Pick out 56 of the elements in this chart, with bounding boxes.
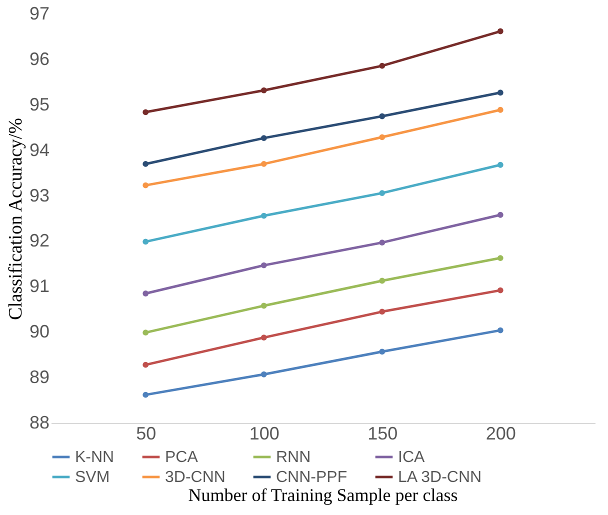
point bbox=[142, 362, 149, 368]
legend-label: SVM bbox=[75, 469, 110, 486]
point bbox=[142, 238, 149, 245]
point bbox=[379, 240, 386, 246]
y-tick-label: 91 bbox=[29, 276, 50, 296]
y-tick-label: 92 bbox=[29, 230, 50, 251]
point bbox=[142, 330, 149, 336]
point bbox=[379, 308, 386, 315]
x-tick-label: 50 bbox=[136, 424, 156, 444]
point bbox=[142, 392, 149, 398]
point bbox=[142, 182, 149, 188]
point bbox=[260, 135, 267, 142]
x-axis-title: Number of Training Sample per class bbox=[188, 485, 458, 505]
point bbox=[497, 162, 504, 168]
point bbox=[379, 62, 386, 69]
point bbox=[497, 90, 504, 96]
point bbox=[497, 106, 504, 113]
point bbox=[260, 371, 267, 378]
x-tick-label: 100 bbox=[249, 424, 280, 444]
y-tick-label: 94 bbox=[29, 140, 50, 160]
x-tick-label: 150 bbox=[368, 424, 398, 444]
point bbox=[497, 287, 504, 294]
point bbox=[260, 302, 267, 309]
point bbox=[497, 212, 504, 218]
legend-label: CNN-PPF bbox=[276, 469, 348, 486]
point bbox=[379, 348, 386, 355]
legend-label: LA 3D-CNN bbox=[398, 469, 482, 486]
point bbox=[260, 87, 267, 94]
point bbox=[379, 278, 386, 284]
legend-label: K-NN bbox=[75, 449, 114, 466]
y-tick-label: 95 bbox=[29, 94, 50, 114]
point bbox=[379, 190, 386, 196]
y-tick-label: 97 bbox=[29, 4, 50, 24]
point bbox=[379, 113, 386, 120]
y-tick-label: 93 bbox=[29, 185, 50, 206]
point bbox=[260, 262, 267, 268]
legend-label: RNN bbox=[276, 449, 311, 466]
point bbox=[142, 161, 149, 167]
point bbox=[142, 109, 149, 116]
point bbox=[260, 334, 267, 341]
point bbox=[260, 212, 267, 219]
x-tick-label: 200 bbox=[486, 424, 516, 444]
legend-label: ICA bbox=[398, 449, 425, 466]
point bbox=[379, 134, 386, 140]
legend-label: 3D-CNN bbox=[165, 469, 226, 486]
y-tick-label: 96 bbox=[29, 48, 50, 69]
point bbox=[497, 28, 504, 34]
y-axis-title: Classification Accuracy/% bbox=[5, 118, 26, 320]
y-tick-label: 88 bbox=[29, 412, 50, 432]
y-tick-label: 89 bbox=[29, 367, 50, 388]
y-tick-label: 90 bbox=[29, 322, 50, 342]
point bbox=[260, 161, 267, 167]
legend-label: PCA bbox=[165, 449, 198, 466]
point bbox=[142, 290, 149, 296]
point bbox=[497, 255, 504, 261]
point bbox=[497, 327, 504, 334]
